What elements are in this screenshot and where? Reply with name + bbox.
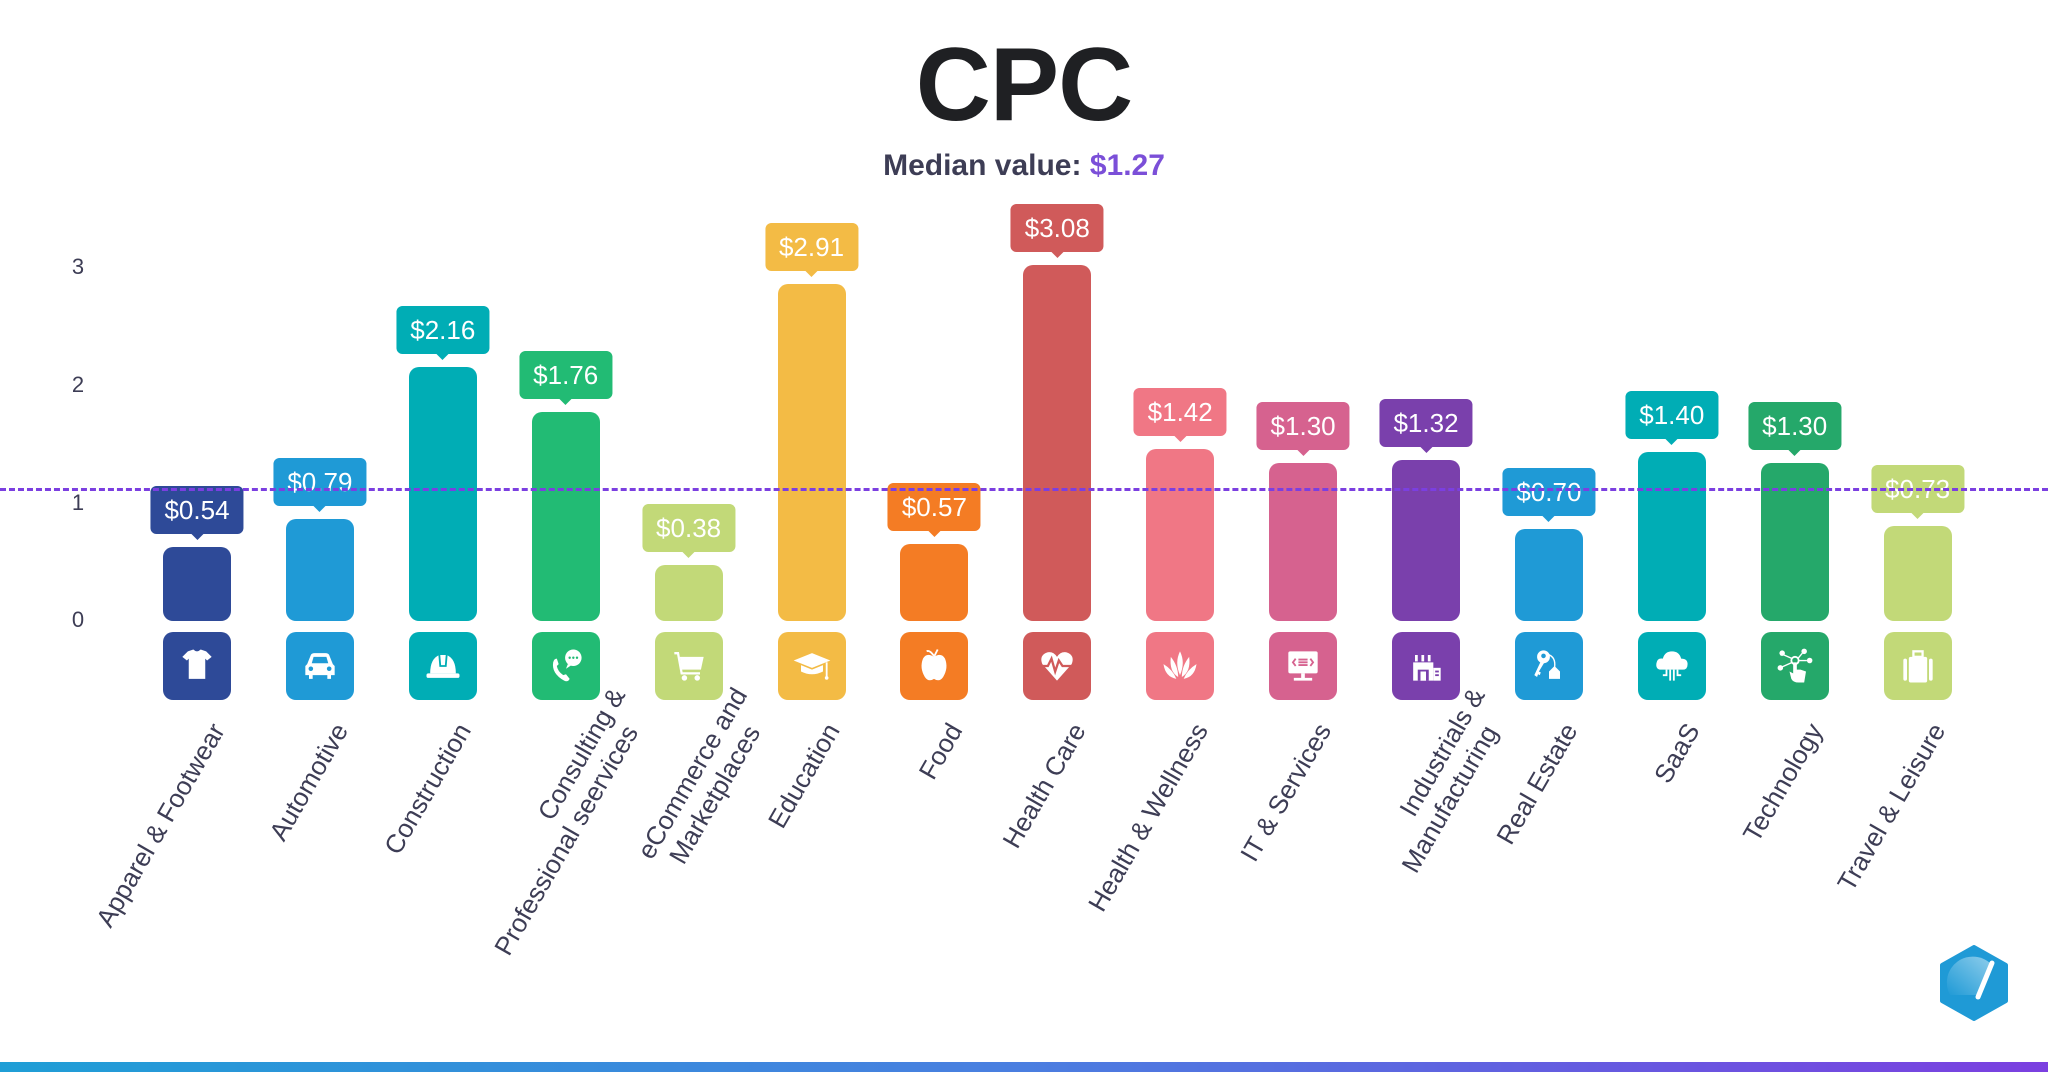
value-label: $0.38 xyxy=(642,504,736,558)
bar-column: $1.76 xyxy=(519,0,613,621)
bottom-gradient-bar xyxy=(0,1062,2048,1072)
cloud-icon xyxy=(1637,632,1706,700)
brand-logo-icon xyxy=(1940,945,2008,1021)
bar-column: $0.70 xyxy=(1502,0,1596,621)
bar[interactable] xyxy=(1514,529,1583,621)
category-label: Food xyxy=(913,718,969,784)
chart-title: CPC xyxy=(915,27,1134,143)
graduation-cap-icon xyxy=(777,632,846,700)
bar-column: $0.79 xyxy=(273,0,367,621)
bar-column: $2.16 xyxy=(396,0,490,621)
bar-column: $1.32 xyxy=(1379,0,1473,621)
car-icon xyxy=(285,632,354,700)
median-line xyxy=(0,488,2048,491)
bar[interactable] xyxy=(1023,265,1092,621)
category-label-line: Apparel & Footwear xyxy=(90,718,231,933)
category-label: eCommerce and Marketplaces xyxy=(632,682,767,879)
category-label: Technology xyxy=(1737,718,1829,847)
median-value: $1.27 xyxy=(1089,149,1165,182)
bar[interactable] xyxy=(163,547,231,621)
category-label-line: Travel & Leisure xyxy=(1831,718,1952,897)
bar[interactable] xyxy=(1269,463,1338,621)
bar-column: $0.57 xyxy=(887,0,981,621)
house-key-icon xyxy=(1514,632,1583,700)
category-label-line: Real Estate xyxy=(1489,718,1583,850)
category-label: Apparel & Footwear xyxy=(90,718,231,932)
category-label-line: Construction xyxy=(377,718,477,860)
bar-column: $3.08 xyxy=(1010,0,1104,621)
category-label-line: Technology xyxy=(1736,718,1829,847)
value-label: $2.91 xyxy=(764,223,859,277)
category-label-line: Health & Wellness xyxy=(1082,718,1215,917)
lotus-icon xyxy=(1146,632,1215,700)
category-label: Automotive xyxy=(263,718,354,846)
value-label: $1.40 xyxy=(1625,391,1719,445)
category-label: Education xyxy=(762,718,846,833)
category-label: SaaS xyxy=(1648,718,1706,788)
category-label: Consulting & Professional seervices xyxy=(462,682,644,960)
bar[interactable] xyxy=(285,519,354,621)
bar[interactable] xyxy=(1392,460,1460,621)
bar[interactable] xyxy=(1883,526,1952,621)
category-label-line: Education xyxy=(761,718,846,834)
value-label: $0.79 xyxy=(273,458,367,512)
value-label: $1.42 xyxy=(1133,388,1227,442)
bar-column: $1.30 xyxy=(1256,0,1350,621)
median-label: Median value: xyxy=(883,149,1082,182)
category-label: Real Estate xyxy=(1490,718,1583,849)
bar[interactable] xyxy=(408,367,477,621)
value-label: $2.16 xyxy=(396,306,490,360)
y-tick-2: 2 xyxy=(71,372,85,397)
value-label: $1.30 xyxy=(1748,402,1842,456)
hardhat-icon xyxy=(408,632,477,700)
category-label-line: Food xyxy=(912,718,969,785)
y-tick-1: 1 xyxy=(71,490,85,515)
bar-column: $0.73 xyxy=(1871,0,1965,621)
heartbeat-icon xyxy=(1023,632,1092,700)
bar-column: $2.91 xyxy=(764,0,859,621)
phone-chat-icon xyxy=(531,632,600,700)
monitor-code-icon xyxy=(1269,632,1338,700)
bar[interactable] xyxy=(654,565,723,621)
bar[interactable] xyxy=(1146,449,1215,621)
factory-icon xyxy=(1392,632,1460,700)
y-tick-0: 0 xyxy=(71,607,85,632)
category-label: Health Care xyxy=(996,718,1091,853)
category-label-line: Automotive xyxy=(262,718,354,846)
bar[interactable] xyxy=(900,544,969,621)
category-label: Industrials & Manufacturing xyxy=(1370,682,1504,877)
bar-column: $1.30 xyxy=(1748,0,1842,621)
y-tick-3: 3 xyxy=(71,254,85,279)
tshirt-icon xyxy=(163,632,231,700)
chart-subtitle: Median value: $1.27 xyxy=(0,148,2048,184)
bar[interactable] xyxy=(1760,463,1829,621)
bar-column: $1.42 xyxy=(1133,0,1227,621)
category-label: Construction xyxy=(378,718,477,859)
category-label-line: Health Care xyxy=(995,718,1092,854)
value-label: $3.08 xyxy=(1010,204,1104,258)
value-label: $1.30 xyxy=(1256,402,1350,456)
value-label: $0.54 xyxy=(150,486,244,540)
value-label: $0.57 xyxy=(887,483,981,537)
category-label-line: IT & Services xyxy=(1234,718,1338,867)
touch-network-icon xyxy=(1760,632,1829,700)
category-label: Health & Wellness xyxy=(1082,718,1214,917)
bar-column: $1.40 xyxy=(1625,0,1719,621)
category-label: IT & Services xyxy=(1234,718,1337,866)
apple-icon xyxy=(900,632,969,700)
bar-column: $0.54 xyxy=(150,0,244,621)
category-label: Travel & Leisure xyxy=(1831,718,1951,896)
bar[interactable] xyxy=(777,284,846,621)
category-label-line: Consulting & xyxy=(530,682,631,826)
cart-icon xyxy=(654,632,723,700)
value-label: $0.70 xyxy=(1502,468,1596,522)
value-label: $1.76 xyxy=(519,351,613,405)
bar-column: $0.38 xyxy=(642,0,736,621)
suitcase-icon xyxy=(1883,632,1952,700)
bar[interactable] xyxy=(1637,452,1706,621)
value-label: $1.32 xyxy=(1379,399,1473,453)
category-label-line: SaaS xyxy=(1648,718,1706,789)
bar[interactable] xyxy=(531,412,600,621)
